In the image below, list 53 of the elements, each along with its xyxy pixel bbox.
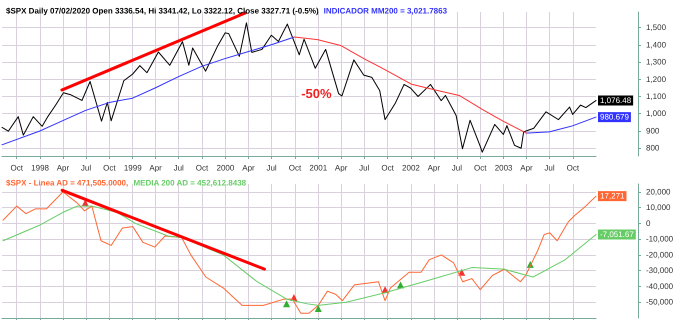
point	[283, 300, 290, 308]
x-tick-label: Oct	[196, 164, 210, 172]
data-label: 1,076.48	[600, 96, 632, 106]
y-tick-label: 1,300	[646, 58, 667, 67]
y-tick-label: 20,000	[646, 187, 672, 196]
y-tick-label: 1,100	[646, 92, 667, 102]
x-tick-label: Jul	[452, 164, 462, 172]
x-tick-label: Apr	[334, 164, 348, 172]
x-tick-label: Apr	[520, 164, 534, 172]
data-label: -7,051.67	[600, 230, 634, 240]
x-tick-label: 2000	[216, 164, 235, 172]
line-series	[294, 36, 527, 134]
y-tick-label: 1,500	[646, 23, 667, 32]
x-tick-label: Jul	[174, 164, 184, 172]
y-tick-label: 10,000	[646, 203, 672, 212]
x-tick-label: 2003	[494, 164, 514, 172]
y-tick-label: 1,000	[646, 109, 667, 118]
y-tick-label: -10,000	[646, 234, 674, 244]
chart-title: $SPX - Linea AD = 471,505.0000,	[6, 178, 128, 188]
y-tick-label: 0	[646, 218, 651, 228]
x-tick-label: 2001	[309, 164, 328, 172]
x-tick-label: Jul	[80, 164, 92, 172]
x-tick-label: 1998	[31, 164, 50, 172]
x-tick-label: Oct	[288, 164, 302, 172]
x-tick-label: Oct	[10, 164, 24, 172]
x-tick-label: Oct	[474, 164, 488, 172]
y-tick-label: -40,000	[646, 282, 674, 291]
x-tick-label: Apr	[242, 164, 256, 172]
x-tick-label: Oct	[381, 164, 395, 172]
y-tick-label: -30,000	[646, 266, 674, 276]
x-tick-label: Jul	[266, 164, 277, 172]
x-tick-label: 1999	[124, 164, 142, 172]
chart-subtitle: INDICADOR MM200 = 3,021.7863	[324, 6, 448, 16]
x-tick-label: Jul	[359, 164, 370, 172]
annotation: -50%	[301, 86, 332, 101]
x-tick-label: Apr	[149, 164, 162, 172]
x-tick-label: Jul	[544, 164, 555, 172]
x-tick-label: Apr	[56, 164, 70, 172]
x-tick-label: Oct	[566, 164, 580, 172]
y-tick-label: 800	[646, 144, 660, 153]
chart-subtitle: MEDIA 200 AD = 452,612.8438	[134, 178, 247, 188]
point	[314, 305, 322, 312]
y-tick-label: 900	[646, 126, 660, 136]
data-label: 980.679	[600, 112, 630, 122]
chart-title: $SPX Daily 07/02/2020 Open 3336.54, Hi 3341.42, Lo 3322.12, Close 3327.71 (-0.5%)	[6, 6, 319, 16]
data-label: 17,271	[600, 192, 626, 201]
x-tick-label: 2002	[402, 164, 420, 172]
x-tick-label: Apr	[428, 164, 440, 172]
y-tick-label: 1,400	[646, 40, 667, 50]
y-tick-label: -20,000	[646, 250, 674, 260]
x-tick-label: Oct	[103, 164, 116, 172]
y-tick-label: 1,200	[646, 74, 667, 84]
y-tick-label: -50,000	[646, 298, 674, 307]
